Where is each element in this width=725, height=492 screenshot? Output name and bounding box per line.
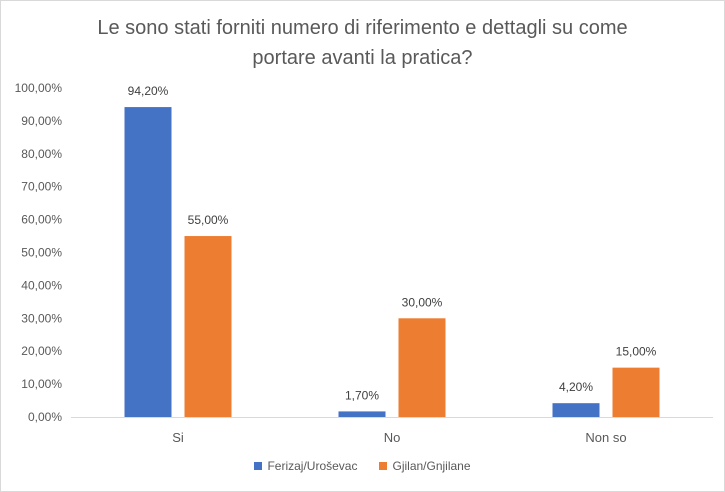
y-tick-label: 90,00% <box>21 114 62 128</box>
y-tick-label: 70,00% <box>21 180 62 194</box>
chart-legend: Ferizaj/Uroševac Gjilan/Gnjilane <box>1 459 724 473</box>
x-category-label: Non so <box>585 430 626 445</box>
bar-ferizaj <box>552 403 600 417</box>
data-label: 1,70% <box>345 388 379 402</box>
y-tick-label: 50,00% <box>21 246 62 260</box>
legend-item-ferizaj: Ferizaj/Uroševac <box>254 459 357 473</box>
chart-title: Le sono stati forniti numero di riferime… <box>1 13 724 73</box>
data-label: 30,00% <box>402 295 443 309</box>
bar-gjilan <box>398 318 446 417</box>
y-tick-label: 100,00% <box>15 81 63 95</box>
bar-gjilan <box>184 236 232 417</box>
y-tick-label: 30,00% <box>21 311 62 325</box>
data-label: 4,20% <box>559 380 593 394</box>
y-tick-label: 80,00% <box>21 147 62 161</box>
y-tick-label: 60,00% <box>21 213 62 227</box>
chart-title-line-1: Le sono stati forniti numero di riferime… <box>97 17 628 39</box>
chart-title-line-2: portare avanti la pratica? <box>252 47 473 69</box>
bar-gjilan <box>612 367 660 417</box>
legend-item-gjilan: Gjilan/Gnjilane <box>379 459 471 473</box>
legend-swatch-ferizaj <box>254 462 263 470</box>
y-tick-label: 10,00% <box>21 377 62 391</box>
data-label: 55,00% <box>188 213 229 227</box>
y-tick-label: 40,00% <box>21 278 62 292</box>
x-category-label: Si <box>172 430 184 445</box>
data-label: 15,00% <box>616 345 657 359</box>
legend-swatch-gjilan <box>379 462 388 470</box>
legend-label-gjilan: Gjilan/Gnjilane <box>392 459 471 473</box>
y-tick-label: 0,00% <box>28 410 62 424</box>
bar-ferizaj <box>338 411 386 417</box>
data-label: 94,20% <box>128 84 169 98</box>
bar-ferizaj <box>124 107 172 417</box>
legend-label-ferizaj: Ferizaj/Uroševac <box>267 459 358 473</box>
y-tick-label: 20,00% <box>21 344 62 358</box>
x-category-label: No <box>384 430 401 445</box>
